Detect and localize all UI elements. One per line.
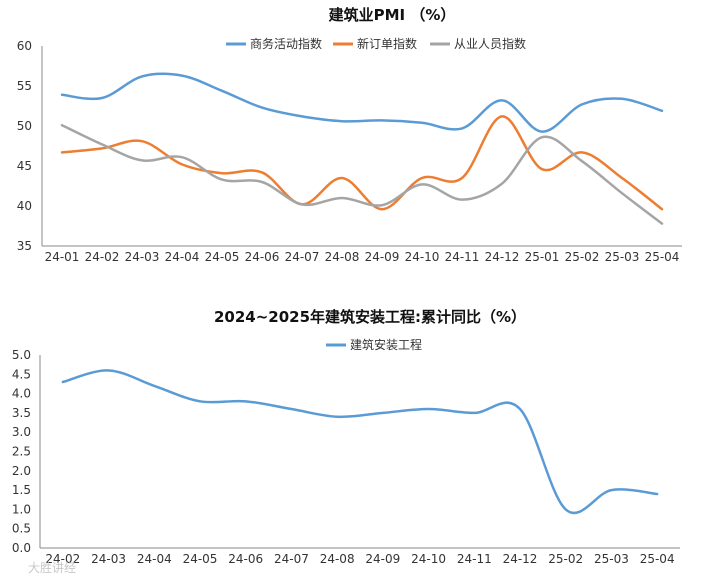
pmi-x-tick-label: 25-04: [645, 250, 680, 264]
pmi-legend-neworders: 新订单指数: [333, 36, 417, 51]
installation-legend: 建筑安装工程: [326, 337, 422, 352]
pmi-legend-employment-label: 从业人员指数: [454, 36, 526, 51]
pmi-y-ticks: 35 40 45 50 55 60: [17, 39, 32, 253]
installation-y-tick-label: 5.0: [12, 348, 31, 362]
pmi-x-tick-label: 24-01: [45, 250, 80, 264]
pmi-x-tick-label: 24-11: [445, 250, 480, 264]
installation-x-tick-label: 24-11: [457, 552, 492, 566]
pmi-y-tick-label: 45: [17, 159, 32, 173]
pmi-y-tick-label: 60: [17, 39, 32, 53]
pmi-legend: 商务活动指数 新订单指数 从业人员指数: [226, 36, 526, 51]
pmi-x-tick-label: 24-09: [365, 250, 400, 264]
installation-x-tick-label: 24-10: [411, 552, 446, 566]
pmi-chart: 建筑业PMI （%） 商务活动指数 新订单指数 从业人员指数 35 40 45 50 55 6…: [17, 6, 682, 264]
pmi-y-tick-label: 35: [17, 239, 32, 253]
installation-x-tick-label: 24-07: [274, 552, 309, 566]
installation-x-ticks: 24-02 24-03 24-04 24-05 24-06 24-07 24-08 24-09…: [45, 552, 674, 566]
installation-y-tick-label: 1.5: [12, 483, 31, 497]
installation-y-tick-label: 1.0: [12, 502, 31, 516]
pmi-x-tick-label: 25-01: [525, 250, 560, 264]
installation-x-tick-label: 24-02: [45, 552, 80, 566]
installation-x-tick-label: 24-09: [365, 552, 400, 566]
pmi-x-tick-label: 24-12: [485, 250, 520, 264]
installation-y-tick-label: 3.5: [12, 406, 31, 420]
pmi-x-tick-label: 24-10: [405, 250, 440, 264]
installation-y-ticks: 0.0 0.5 1.0 1.5 2.0 2.5 3.0 3.5 4.0 4.5 5.0: [12, 348, 31, 555]
installation-chart: 2024~2025年建筑安装工程:累计同比（%） 建筑安装工程 0.0 0.5 1.…: [12, 308, 680, 566]
pmi-legend-commercial: 商务活动指数: [226, 36, 322, 51]
pmi-x-tick-label: 24-02: [85, 250, 120, 264]
installation-x-tick-label: 24-08: [320, 552, 355, 566]
installation-x-tick-label: 25-02: [548, 552, 583, 566]
pmi-series-line-2: [60, 115, 664, 211]
installation-x-tick-label: 24-04: [137, 552, 172, 566]
pmi-y-tick-label: 50: [17, 119, 32, 133]
installation-y-tick-label: 0.5: [12, 522, 31, 536]
pmi-legend-neworders-label: 新订单指数: [357, 36, 417, 51]
pmi-chart-title: 建筑业PMI （%）: [329, 6, 456, 24]
pmi-x-tick-label: 24-04: [165, 250, 200, 264]
pmi-x-tick-label: 25-03: [605, 250, 640, 264]
pmi-x-tick-label: 24-08: [325, 250, 360, 264]
installation-y-tick-label: 3.0: [12, 425, 31, 439]
pmi-x-tick-label: 24-06: [245, 250, 280, 264]
installation-series-lines: [61, 369, 659, 515]
installation-y-tick-label: 4.5: [12, 367, 31, 381]
installation-x-tick-label: 24-06: [228, 552, 263, 566]
installation-chart-title: 2024~2025年建筑安装工程:累计同比（%）: [214, 308, 526, 326]
installation-series-line-1: [61, 369, 659, 515]
pmi-y-tick-label: 55: [17, 79, 32, 93]
installation-legend-item: 建筑安装工程: [326, 337, 422, 352]
installation-x-tick-label: 24-12: [503, 552, 538, 566]
pmi-x-tick-label: 24-07: [285, 250, 320, 264]
installation-legend-item-label: 建筑安装工程: [350, 337, 422, 352]
pmi-series-line-1: [60, 72, 664, 133]
installation-y-tick-label: 0.0: [12, 541, 31, 555]
pmi-x-tick-label: 24-03: [125, 250, 160, 264]
pmi-x-ticks: 24-01 24-02 24-03 24-04 24-05 24-06 24-07 24-08…: [45, 250, 680, 264]
installation-x-tick-label: 24-05: [183, 552, 218, 566]
installation-x-tick-label: 25-03: [594, 552, 629, 566]
installation-y-tick-label: 2.0: [12, 464, 31, 478]
pmi-legend-commercial-label: 商务活动指数: [250, 36, 322, 51]
installation-y-tick-label: 4.0: [12, 387, 31, 401]
pmi-x-tick-label: 25-02: [565, 250, 600, 264]
installation-x-tick-label: 24-03: [91, 552, 126, 566]
pmi-y-tick-label: 40: [17, 199, 32, 213]
pmi-series-line-3: [60, 123, 664, 225]
watermark: 大胜讲经: [28, 560, 76, 575]
pmi-legend-employment: 从业人员指数: [430, 36, 526, 51]
installation-y-tick-label: 2.5: [12, 445, 31, 459]
pmi-series-lines: [60, 72, 664, 225]
installation-x-tick-label: 25-04: [640, 552, 675, 566]
pmi-x-tick-label: 24-05: [205, 250, 240, 264]
